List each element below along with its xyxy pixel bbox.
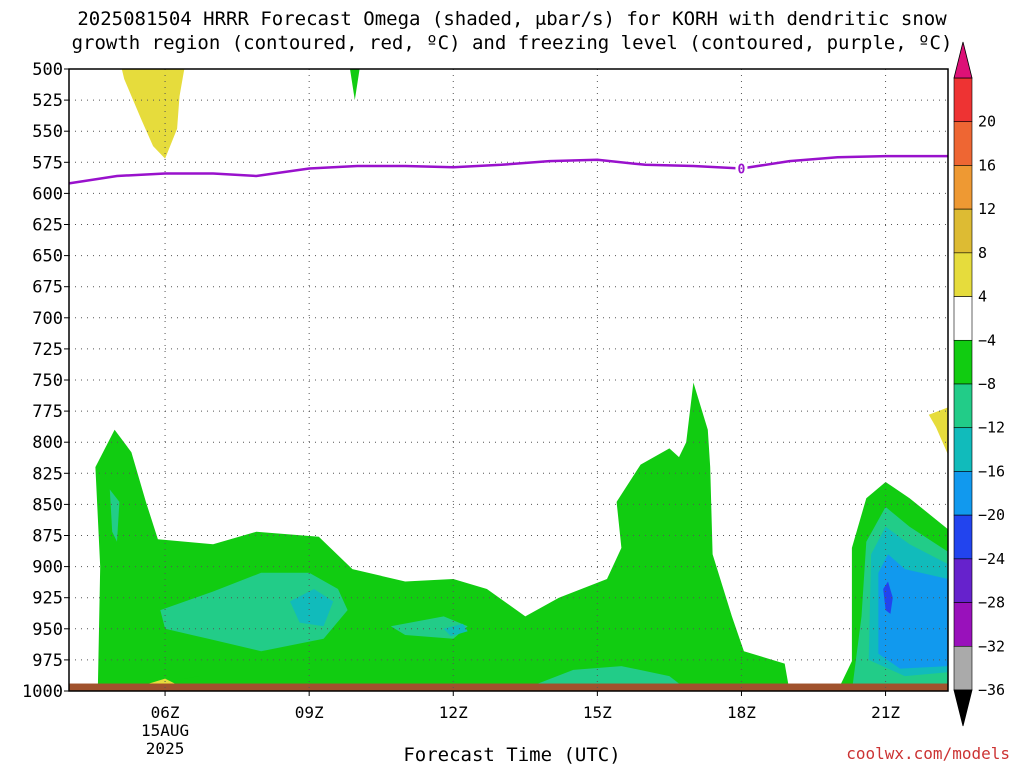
y-tick-label-850: 850	[32, 495, 63, 515]
colorbar-band-8	[953, 427, 973, 472]
y-tick-label-500: 500	[32, 60, 63, 80]
freezing-level-line	[68, 154, 948, 185]
y-tick-label-675: 675	[32, 278, 63, 298]
y-tick-label-900: 900	[32, 558, 63, 578]
colorbar-band-3	[953, 208, 973, 254]
y-tick-label-950: 950	[32, 620, 63, 640]
terrain-strip	[69, 683, 948, 691]
omega-region-15	[883, 581, 893, 614]
colorbar-band-0	[953, 77, 973, 123]
x-tick-label-12Z: 12Z	[439, 703, 468, 722]
colorbar-label-13: −36	[978, 681, 1005, 699]
omega-region-7	[109, 489, 120, 542]
colorbar-label-6: −8	[978, 375, 996, 393]
freezing-level-label: 0	[738, 163, 746, 178]
x-tick-date-label: 15AUG	[141, 721, 189, 740]
freezing-level-label-bg	[735, 160, 748, 176]
colorbar-band-11	[953, 558, 973, 603]
colorbar-label-11: −28	[978, 594, 1005, 612]
colorbar-band-12	[953, 602, 973, 647]
colorbar-band-2	[953, 165, 973, 210]
colorbar-band-7	[953, 383, 973, 429]
omega-region-11	[290, 589, 334, 627]
y-tick-label-725: 725	[32, 340, 63, 360]
chart-title-line-2: growth region (contoured, red, ºC) and f…	[71, 32, 953, 54]
y-tick-label-800: 800	[32, 433, 63, 453]
colorbar-label-1: 16	[978, 156, 996, 174]
y-tick-label-975: 975	[32, 651, 63, 671]
y-tick-label-650: 650	[32, 247, 63, 267]
x-tick-label-18Z: 18Z	[727, 703, 756, 722]
omega-region-2	[95, 382, 790, 691]
y-tick-label-775: 775	[32, 402, 63, 422]
colorbar-label-10: −24	[978, 550, 1005, 568]
omega-region-6	[160, 572, 348, 652]
chart-title-line-1: 2025081504 HRRR Forecast Omega (shaded, …	[77, 8, 947, 30]
y-tick-label-1000: 1000	[22, 682, 63, 702]
y-tick-label-700: 700	[32, 309, 63, 329]
omega-region-12	[443, 623, 468, 637]
colorbar-band-10	[953, 514, 973, 560]
credit-link[interactable]: coolwx.com/models	[846, 744, 1010, 763]
y-tick-label-575: 575	[32, 153, 63, 173]
colorbar-label-12: −32	[978, 637, 1005, 655]
colorbar-label-9: −20	[978, 506, 1005, 524]
colorbar-label-4: 4	[978, 288, 987, 306]
omega-region-0	[121, 69, 185, 159]
colorbar-band-13	[953, 645, 973, 691]
x-axis-label: Forecast Time (UTC)	[403, 744, 621, 766]
x-tick-label-21Z: 21Z	[871, 703, 900, 722]
colorbar-band-9	[953, 471, 973, 516]
omega-region-1	[350, 69, 360, 101]
colorbar-band-5	[953, 296, 973, 341]
colorbar-label-8: −16	[978, 462, 1005, 480]
colorbar-label-2: 12	[978, 200, 996, 218]
colorbar-label-3: 8	[978, 244, 987, 262]
colorbar-label-5: −4	[978, 331, 996, 349]
omega-region-5	[928, 407, 948, 455]
x-tick-label-09Z: 09Z	[295, 703, 324, 722]
omega-region-14	[878, 554, 948, 669]
y-tick-label-525: 525	[32, 91, 63, 111]
colorbar-band-4	[953, 252, 973, 297]
colorbar-band-6	[953, 339, 973, 385]
colorbar-band-1	[953, 121, 973, 166]
colorbar-bottom-arrow	[953, 689, 973, 727]
colorbar-top-arrow	[953, 41, 973, 79]
x-tick-year-label: 2025	[146, 739, 185, 758]
y-tick-label-625: 625	[32, 216, 63, 236]
y-tick-label-925: 925	[32, 589, 63, 609]
colorbar-label-0: 20	[978, 113, 996, 131]
y-tick-label-600: 600	[32, 184, 63, 204]
y-tick-label-750: 750	[32, 371, 63, 391]
y-tick-label-550: 550	[32, 122, 63, 142]
x-tick-label-06Z: 06Z	[151, 703, 180, 722]
colorbar-label-7: −12	[978, 419, 1005, 437]
x-tick-label-15Z: 15Z	[583, 703, 612, 722]
y-tick-label-825: 825	[32, 464, 63, 484]
y-tick-label-875: 875	[32, 527, 63, 547]
